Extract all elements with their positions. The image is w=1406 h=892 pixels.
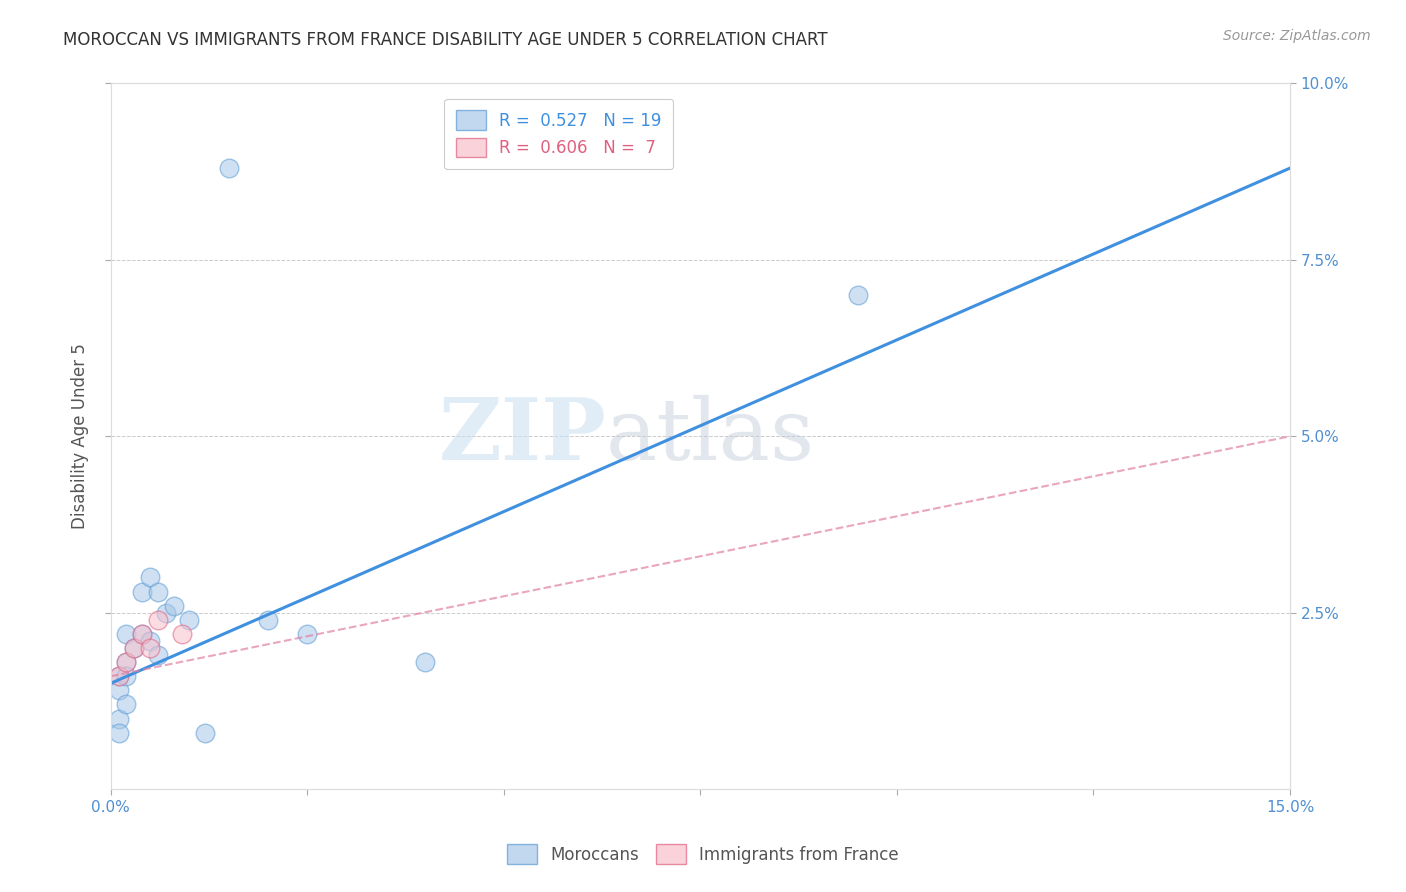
Point (163, 599, 186, 613)
Point (131, 627, 153, 641)
Point (146, 613, 169, 627)
Point (115, 698, 138, 712)
Point (139, 634, 162, 648)
Point (257, 613, 280, 627)
Legend: Moroccans, Immigrants from France: Moroccans, Immigrants from France (501, 838, 905, 871)
Point (194, 725, 217, 739)
Point (131, 584, 153, 599)
Point (413, 655, 436, 669)
Text: ZIP: ZIP (439, 394, 606, 478)
Point (139, 640, 162, 655)
Point (115, 655, 138, 669)
Point (107, 712, 129, 726)
Point (139, 570, 162, 584)
Point (115, 669, 138, 683)
Point (131, 627, 153, 641)
Point (179, 613, 201, 627)
Text: MOROCCAN VS IMMIGRANTS FROM FRANCE DISABILITY AGE UNDER 5 CORRELATION CHART: MOROCCAN VS IMMIGRANTS FROM FRANCE DISAB… (63, 31, 828, 49)
Point (124, 640, 146, 655)
Y-axis label: Disability Age Under 5: Disability Age Under 5 (72, 343, 89, 529)
Point (146, 584, 169, 599)
Point (107, 725, 129, 739)
Point (218, 161, 240, 175)
Point (124, 640, 146, 655)
Point (107, 669, 129, 683)
Point (170, 627, 193, 641)
Point (155, 606, 177, 620)
Point (107, 669, 129, 683)
Legend: R =  0.527   N = 19, R =  0.606   N =  7: R = 0.527 N = 19, R = 0.606 N = 7 (444, 99, 673, 169)
Text: atlas: atlas (606, 394, 815, 478)
Point (107, 683, 129, 698)
Text: Source: ZipAtlas.com: Source: ZipAtlas.com (1223, 29, 1371, 43)
Point (115, 627, 138, 641)
Point (115, 655, 138, 669)
Point (846, 288, 869, 302)
Point (146, 648, 169, 662)
Point (297, 627, 319, 641)
